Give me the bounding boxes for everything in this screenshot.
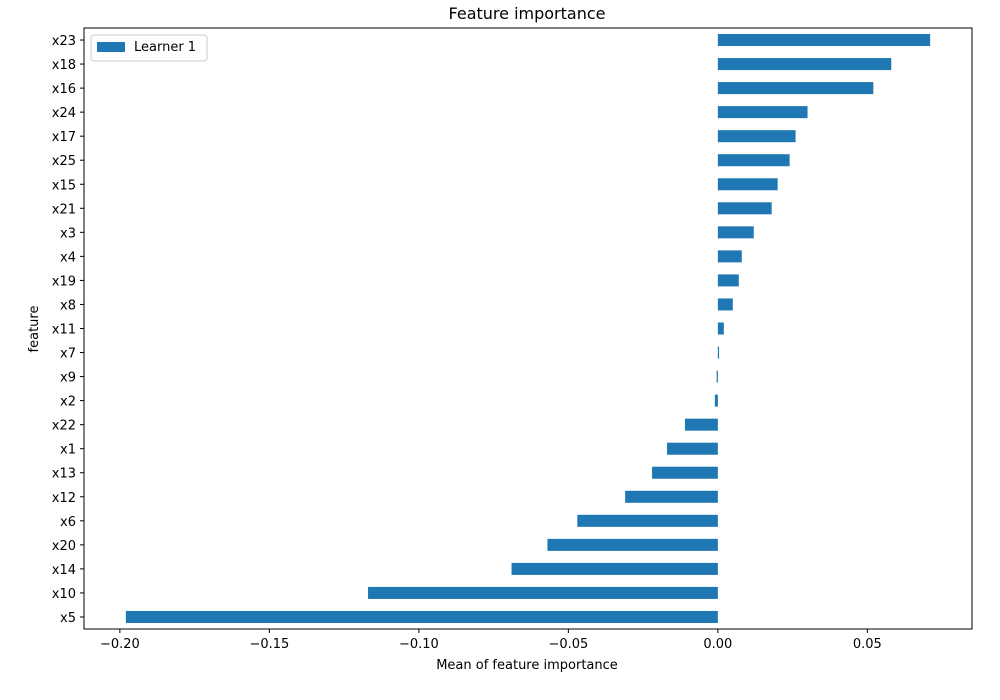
- bar-x22: [684, 418, 718, 431]
- bar-x24: [717, 106, 808, 119]
- y-tick-label: x21: [52, 202, 76, 217]
- y-tick-label: x20: [52, 539, 76, 554]
- y-tick-label: x19: [52, 274, 76, 289]
- bar-x7: [717, 346, 720, 359]
- y-tick-label: x12: [52, 491, 76, 506]
- bar-x18: [717, 58, 892, 71]
- y-tick-label: x6: [60, 515, 76, 530]
- x-tick-label: 0.00: [703, 637, 732, 652]
- legend-swatch: [97, 42, 125, 52]
- legend-box: [90, 34, 208, 62]
- y-tick-label: x23: [52, 34, 76, 49]
- y-tick-label: x3: [60, 226, 76, 241]
- plot-frame: [83, 27, 973, 630]
- y-axis-ticks: x23 x18 x16 x24 x17 x25 x15 x21 x3 x4 x19 x8 x11 x7 x9…: [52, 34, 84, 626]
- bar-x3: [717, 226, 754, 239]
- y-tick-label: x17: [52, 130, 76, 145]
- y-tick-label: x18: [52, 58, 76, 73]
- bar-x5: [125, 610, 718, 623]
- y-tick-label: x11: [52, 323, 76, 338]
- x-tick-label: −0.05: [548, 637, 588, 652]
- bar-x4: [717, 250, 742, 263]
- y-tick-label: x2: [60, 395, 76, 410]
- bar-x2: [714, 394, 718, 407]
- x-tick-label: −0.15: [249, 637, 289, 652]
- bar-x8: [717, 298, 733, 311]
- bar-x10: [368, 586, 718, 599]
- bar-x14: [511, 562, 718, 575]
- x-axis-ticks: −0.20 −0.15 −0.10 −0.05 0.00 0.05: [100, 629, 882, 652]
- y-tick-label: x22: [52, 419, 76, 434]
- bar-x23: [717, 34, 931, 47]
- bar-x9: [716, 370, 718, 383]
- y-tick-label: x8: [60, 298, 76, 313]
- y-tick-label: x25: [52, 154, 76, 169]
- bar-x12: [625, 490, 718, 503]
- y-axis-title: feature: [27, 306, 42, 353]
- bars-layer: [125, 34, 931, 623]
- y-tick-label: x14: [52, 563, 76, 578]
- y-tick-label: x1: [60, 443, 76, 458]
- bar-x6: [577, 514, 718, 527]
- y-tick-label: x16: [52, 82, 76, 97]
- bar-x25: [717, 154, 790, 167]
- bar-x1: [667, 442, 718, 455]
- legend: Learner 1: [90, 34, 208, 62]
- x-tick-label: 0.05: [853, 637, 882, 652]
- x-tick-label: −0.20: [100, 637, 140, 652]
- chart-title: Feature importance: [449, 4, 606, 23]
- bar-x17: [717, 130, 796, 143]
- y-tick-label: x9: [60, 371, 76, 386]
- bar-x15: [717, 178, 778, 191]
- legend-label: Learner 1: [134, 40, 196, 55]
- bar-x11: [717, 322, 724, 335]
- y-tick-label: x4: [60, 250, 76, 265]
- y-tick-label: x15: [52, 178, 76, 193]
- bar-x13: [652, 466, 718, 479]
- x-tick-label: −0.10: [399, 637, 439, 652]
- y-tick-label: x13: [52, 467, 76, 482]
- y-tick-label: x10: [52, 587, 76, 602]
- bar-x20: [547, 538, 718, 551]
- bar-x19: [717, 274, 739, 287]
- x-axis-title: Mean of feature importance: [436, 658, 618, 673]
- bar-x16: [717, 82, 874, 95]
- y-tick-label: x24: [52, 106, 76, 121]
- bar-x21: [717, 202, 772, 215]
- y-tick-label: x5: [60, 611, 76, 626]
- y-tick-label: x7: [60, 347, 76, 362]
